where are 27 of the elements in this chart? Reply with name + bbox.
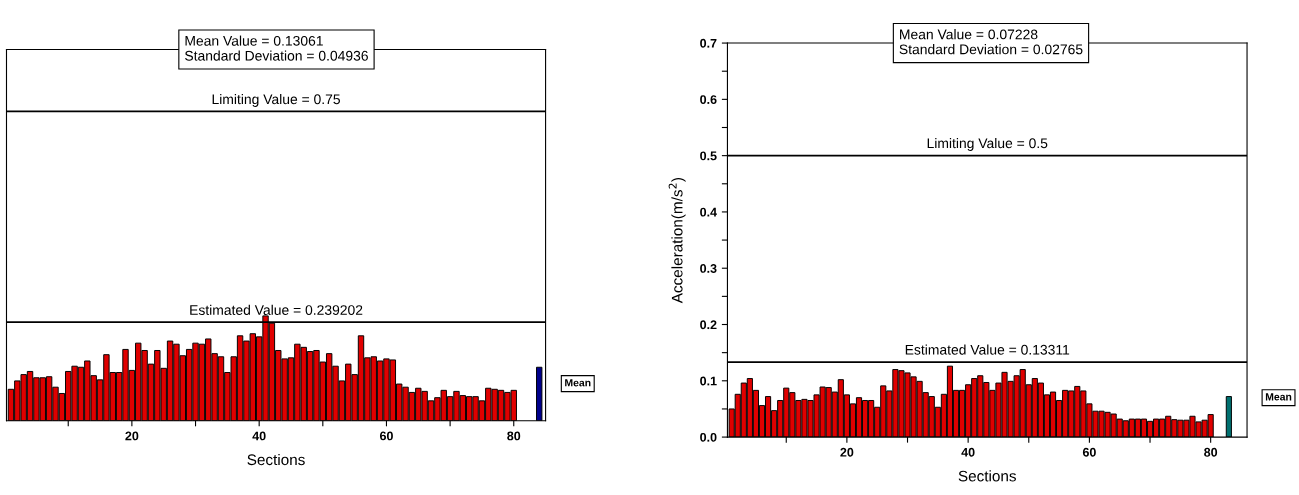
text: Limiting Value = 0.75 <box>212 93 340 107</box>
x-tick-label: 40 <box>252 431 266 441</box>
x-tick-label: 80 <box>1204 447 1218 457</box>
y-tick-label: 0.4 <box>700 207 717 217</box>
ref-line-label: Estimated Value = 0.13311 <box>905 344 1070 355</box>
x-axis-title: Sections <box>958 470 1016 482</box>
x-tick-label: 60 <box>1082 447 1096 457</box>
text: Mean Value = 0.13061 Standard Deviation = 0.04936 <box>185 35 368 61</box>
text: Mean <box>1265 393 1292 401</box>
y-tick-label: 0.3 <box>700 264 717 273</box>
x-tick-label: 80 <box>507 431 521 441</box>
y-tick-label: 0.7 <box>700 38 717 48</box>
y-tick-label: 0.6 <box>700 95 717 105</box>
y-tick-label: 0.0 <box>700 432 717 442</box>
text: Mean <box>565 379 591 387</box>
text: Estimated Value = 0.239202 <box>190 304 363 315</box>
x-tick-label: 40 <box>961 447 975 457</box>
y-axis-title: Acceleration(m/s$^{2}$) <box>668 177 686 304</box>
y-tick-label: 0.2 <box>700 320 717 330</box>
ref-line-label: Limiting Value = 0.5 <box>927 137 1048 151</box>
x-tick-label: 20 <box>125 431 139 441</box>
x-tick-label: 20 <box>840 447 854 457</box>
x-axis-title: Sections <box>247 453 305 466</box>
y-tick-label: 0.5 <box>700 151 717 161</box>
y-tick-label: 0.1 <box>700 376 717 386</box>
x-tick-label: 60 <box>379 431 393 441</box>
annotation: Mean Value = 0.07228 Standard Deviation = 0.02765 <box>899 29 1083 55</box>
